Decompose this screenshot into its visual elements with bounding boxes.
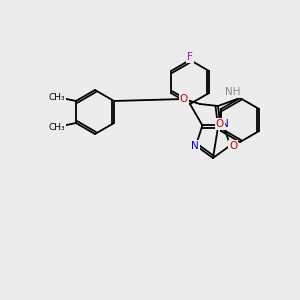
Text: CH₃: CH₃ xyxy=(49,92,65,101)
Text: F: F xyxy=(187,52,193,62)
Text: O: O xyxy=(216,119,224,129)
Text: N: N xyxy=(221,119,229,129)
Text: N: N xyxy=(191,141,199,151)
Text: O: O xyxy=(229,141,237,151)
Text: NH: NH xyxy=(225,87,241,97)
Text: O: O xyxy=(180,94,188,104)
Text: CH₃: CH₃ xyxy=(49,122,65,131)
